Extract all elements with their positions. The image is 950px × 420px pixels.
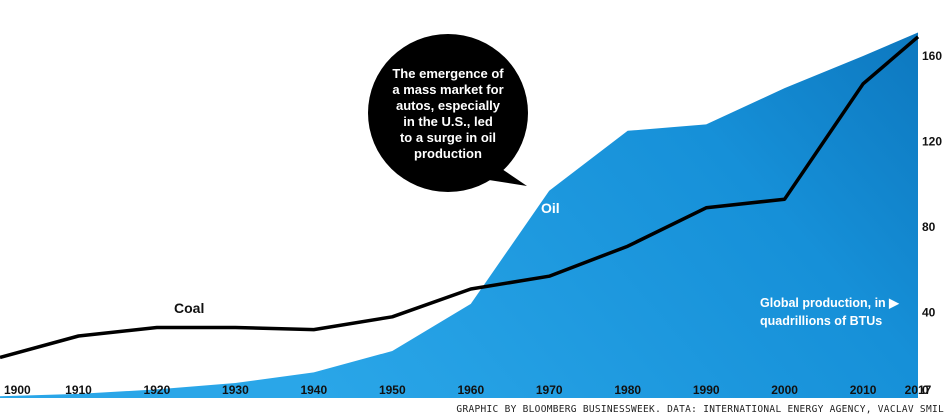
x-tick-label: 1960 [457,383,484,397]
x-axis: 1900 1910 1920 1930 1940 1950 1960 1970 1980 1990… [4,383,932,397]
x-tick-label: 1900 [4,383,31,397]
y-tick-label: 80 [922,220,936,234]
units-note-line-1: Global production, in ▶ [760,296,900,310]
units-note-line-2: quadrillions of BTUs [760,314,882,328]
units-note: Global production, in ▶ quadrillions of … [760,296,900,328]
speech-bubble-circle [368,34,528,192]
series-label-coal: Coal [174,300,204,316]
y-tick-label: 120 [922,135,942,149]
x-tick-label: 2010 [850,383,877,397]
bubble-line-4: in the U.S., led [403,114,493,129]
x-tick-label: 1940 [300,383,327,397]
x-tick-label: 1910 [65,383,92,397]
y-tick-label: 160 [922,49,942,63]
coal-line [0,35,920,360]
bubble-line-2: a mass market for [392,82,503,97]
bubble-line-6: production [414,146,482,161]
x-tick-label: 1930 [222,383,249,397]
x-tick-label: 1950 [379,383,406,397]
x-tick-label: 1980 [614,383,641,397]
x-tick-label: 2017 [905,383,932,397]
x-tick-label: 2000 [771,383,798,397]
y-tick-label: 0 [922,383,929,397]
x-tick-label: 1920 [144,383,171,397]
series-label-oil: Oil [541,200,560,216]
y-axis: 0 40 80 120 160 [922,49,942,397]
bubble-line-1: The emergence of [392,66,504,81]
x-tick-label: 1990 [693,383,720,397]
oil-area [0,32,918,398]
x-tick-label: 1970 [536,383,563,397]
speech-bubble: The emergence of a mass market for autos… [368,34,528,192]
source-credit: GRAPHIC BY BLOOMBERG BUSINESSWEEK. DATA:… [456,404,944,415]
bubble-line-3: autos, especially [396,98,501,113]
y-tick-label: 40 [922,306,936,320]
bubble-line-5: to a surge in oil [400,130,496,145]
plot-area [0,32,920,398]
